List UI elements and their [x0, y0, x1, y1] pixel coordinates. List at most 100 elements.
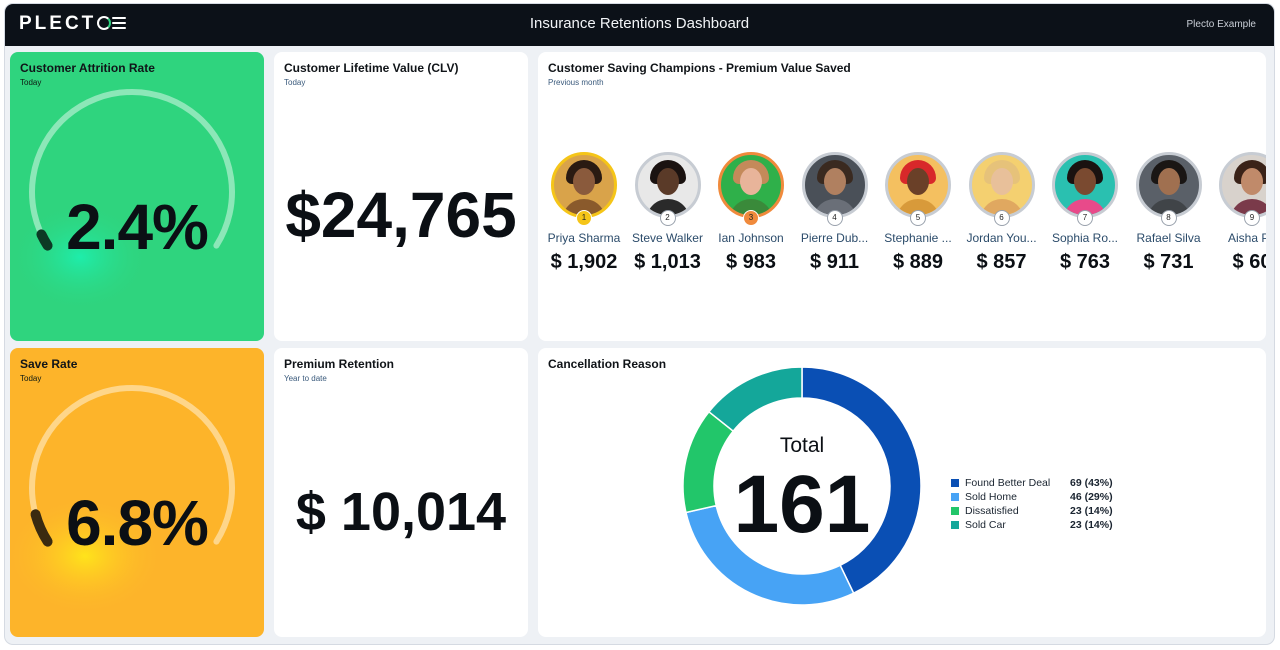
avatar: [718, 152, 784, 218]
save-rate-title: Save Rate: [20, 357, 78, 371]
clv-period: Today: [284, 78, 306, 87]
legend-swatch: [951, 521, 959, 529]
champion-value: $ 911: [810, 251, 859, 273]
avatar-body: [562, 199, 606, 215]
legend-item[interactable]: Found Better Deal 69 (43%): [951, 477, 1121, 491]
champion-item[interactable]: 5 Stephanie ... $ 889: [876, 152, 960, 274]
cancellation-title: Cancellation Reason: [548, 357, 667, 371]
champion-item[interactable]: 1 Priya Sharma $ 1,902: [542, 152, 626, 274]
legend-value: 23 (14%): [1070, 519, 1113, 531]
champion-name: Stephanie ...: [884, 231, 952, 245]
legend-swatch: [951, 493, 959, 501]
avatar-body: [645, 199, 690, 215]
champion-item[interactable]: 6 Jordan You... $ 857: [960, 152, 1044, 274]
champions-list: 1 Priya Sharma $ 1,902 2 Steve Walker $ 1,013…: [538, 152, 1266, 282]
champion-value: $ 1,902: [550, 251, 618, 273]
dashboard-frame: PLECT Insurance Retentions Dashboard Ple…: [5, 4, 1274, 644]
champion-value: $ 889: [892, 251, 944, 273]
avatar: [885, 152, 951, 218]
rank-badge: 7: [1077, 210, 1093, 226]
gauge-fill: [30, 509, 53, 547]
avatar-face: [990, 168, 1013, 195]
clv-card[interactable]: Customer Lifetime Value (CLV) Today $24,…: [274, 52, 528, 341]
champions-card[interactable]: Customer Saving Champions - Premium Valu…: [538, 52, 1266, 341]
avatar: [634, 152, 701, 218]
gauge-fill: [36, 229, 53, 251]
legend-label: Sold Car: [965, 519, 1006, 531]
attrition-period: Today: [20, 78, 42, 87]
clv-title: Customer Lifetime Value (CLV): [284, 61, 459, 75]
champions-title: Customer Saving Champions - Premium Valu…: [548, 61, 851, 75]
champion-name: Ian Johnson: [718, 231, 784, 245]
avatar-face: [740, 168, 762, 195]
save-rate-value: 6.8%: [66, 487, 209, 559]
legend-item[interactable]: Sold Home 46 (29%): [951, 491, 1121, 505]
premium-card[interactable]: Premium Retention Year to date $ 10,014: [274, 348, 528, 637]
avatar-body: [979, 199, 1024, 215]
champion-item[interactable]: 2 Steve Walker $ 1,013: [626, 152, 710, 274]
gauge-glow: [10, 202, 150, 312]
champion-item[interactable]: 4 Pierre Dub... $ 911: [793, 152, 877, 274]
rank-badge: 3: [743, 210, 759, 226]
avatar-face: [1241, 168, 1263, 195]
legend-value: 46 (29%): [1070, 491, 1113, 503]
champion-name: Priya Sharma: [547, 231, 621, 245]
legend-value: 23 (14%): [1070, 505, 1113, 517]
avatar-body: [729, 199, 773, 215]
gauge-glow: [10, 496, 165, 616]
gauge-track: [29, 88, 235, 249]
champion-name: Jordan You...: [966, 231, 1037, 245]
rank-badge: 4: [826, 210, 843, 226]
champion-value: $ 857: [976, 251, 1027, 273]
legend-item[interactable]: Sold Car 23 (14%): [951, 519, 1121, 533]
donut-slice[interactable]: [682, 410, 735, 514]
dashboard-title: Insurance Retentions Dashboard: [529, 15, 750, 32]
avatar-body: [1063, 199, 1107, 215]
avatar: [1219, 152, 1266, 218]
avatar-face: [1157, 168, 1180, 195]
champion-value: $ 60: [1232, 251, 1266, 273]
avatar-body: [896, 199, 940, 215]
save-rate-card[interactable]: Save Rate Today 6.8%: [10, 348, 264, 637]
gauge-track: [29, 384, 235, 545]
champion-name: Pierre Dub...: [800, 231, 869, 245]
champion-value: $ 731: [1143, 251, 1194, 273]
avatar: [1052, 152, 1118, 218]
champion-item[interactable]: 7 Sophia Ro... $ 763: [1043, 152, 1127, 274]
avatar-body: [812, 199, 857, 215]
cancellation-card[interactable]: Cancellation Reason Total 161 Found Bett…: [538, 348, 1266, 637]
avatar-face: [573, 168, 595, 195]
avatar-body: [1146, 199, 1191, 215]
rank-badge: 1: [576, 210, 592, 226]
rank-badge: 9: [1244, 210, 1260, 226]
avatar: [551, 152, 617, 218]
save-rate-period: Today: [20, 374, 42, 383]
donut-slice[interactable]: [707, 366, 803, 433]
avatar: [968, 152, 1035, 218]
champion-item[interactable]: 8 Rafael Silva $ 731: [1127, 152, 1211, 274]
donut-total-value: 161: [734, 459, 871, 550]
donut-legend: Found Better Deal 69 (43%) Sold Home 46 (29…: [951, 477, 1121, 533]
cancellation-donut-chart: Total 161: [682, 366, 922, 606]
plecto-logo[interactable]: PLECT: [19, 13, 112, 35]
save-rate-gauge: [10, 384, 235, 616]
champions-period: Previous month: [548, 78, 604, 87]
attrition-card[interactable]: Customer Attrition Rate Today 2.4%: [10, 52, 264, 341]
champion-item[interactable]: 3 Ian Johnson $ 983: [709, 152, 793, 274]
attrition-title: Customer Attrition Rate: [20, 61, 155, 75]
avatar: [1135, 152, 1202, 218]
attrition-gauge: [10, 88, 235, 312]
premium-title: Premium Retention: [284, 357, 395, 371]
account-name[interactable]: Plecto Example: [1186, 19, 1256, 30]
donut-total-label: Total: [780, 434, 824, 457]
avatar-face: [907, 168, 929, 195]
rank-badge: 2: [659, 210, 676, 226]
rank-badge: 6: [993, 210, 1010, 226]
clv-value: $24,765: [285, 179, 517, 251]
hamburger-menu-icon[interactable]: [112, 17, 126, 31]
avatar-face: [656, 168, 679, 195]
donut-slice[interactable]: [801, 366, 922, 595]
champion-item[interactable]: 9 Aisha Pa $ 60: [1210, 152, 1266, 274]
legend-item[interactable]: Dissatisfied 23 (14%): [951, 505, 1121, 519]
champion-name: Aisha Pa: [1227, 231, 1266, 245]
